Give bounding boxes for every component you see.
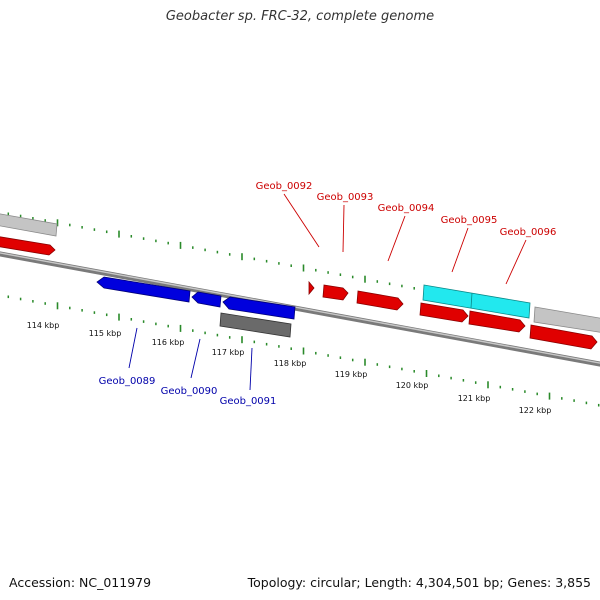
gray-feature-right: [533, 306, 600, 333]
gene-geob-0089[interactable]: [96, 276, 191, 303]
label-geob-0095: Geob_0095: [441, 215, 498, 226]
label-geob-0096: Geob_0096: [500, 227, 557, 238]
gene-geob-0095[interactable]: [422, 284, 531, 319]
tick-label-119: 119 kbp: [335, 370, 368, 379]
tick-label-114: 114 kbp: [27, 321, 60, 330]
label-geob-0090: Geob_0090: [161, 386, 218, 397]
tick-label-120: 120 kbp: [396, 381, 429, 390]
red-gene-0095-lower-a: [419, 302, 469, 323]
tick-label-115: 115 kbp: [89, 329, 122, 338]
red-gene-0095-lower-b: [468, 310, 526, 333]
reverse-label-leaders: [128, 327, 253, 391]
gene-geob-0096[interactable]: [529, 324, 598, 350]
label-geob-0091: Geob_0091: [220, 396, 277, 407]
accession-text: Accession: NC_011979: [9, 575, 152, 590]
tick-label-117: 117 kbp: [212, 348, 245, 357]
tick-label-116: 116 kbp: [152, 338, 185, 347]
label-geob-0093: Geob_0093: [317, 192, 374, 203]
gene-geob-0090[interactable]: [191, 291, 222, 308]
gene-geob-0094[interactable]: [356, 290, 404, 311]
gray-feature-bottom: [219, 312, 292, 338]
red-gene-left: [0, 236, 56, 256]
genome-backbone: [0, 251, 600, 367]
genome-summary-text: Topology: circular; Length: 4,304,501 bp…: [247, 575, 591, 590]
tick-label-118: 118 kbp: [274, 359, 307, 368]
label-geob-0092: Geob_0092: [256, 181, 313, 192]
gene-geob-0091[interactable]: [222, 296, 296, 320]
cyan-gene-divider: [470, 292, 473, 309]
tick-label-122: 122 kbp: [519, 406, 552, 415]
label-geob-0094: Geob_0094: [378, 203, 435, 214]
inner-tick-track: [7, 295, 600, 407]
label-geob-0089: Geob_0089: [99, 376, 156, 387]
tick-label-121: 121 kbp: [458, 394, 491, 403]
gene-geob-0092[interactable]: [308, 280, 315, 296]
gray-feature-left: [0, 213, 58, 237]
scale-labels: 114 kbp 115 kbp 116 kbp 117 kbp 118 kbp …: [27, 321, 552, 415]
forward-label-leaders: [283, 193, 527, 285]
gene-geob-0093[interactable]: [322, 284, 349, 301]
gene-labels: Geob_0092 Geob_0093 Geob_0094 Geob_0095 …: [99, 181, 557, 407]
map-title: Geobacter sp. FRC-32, complete genome: [165, 9, 435, 24]
